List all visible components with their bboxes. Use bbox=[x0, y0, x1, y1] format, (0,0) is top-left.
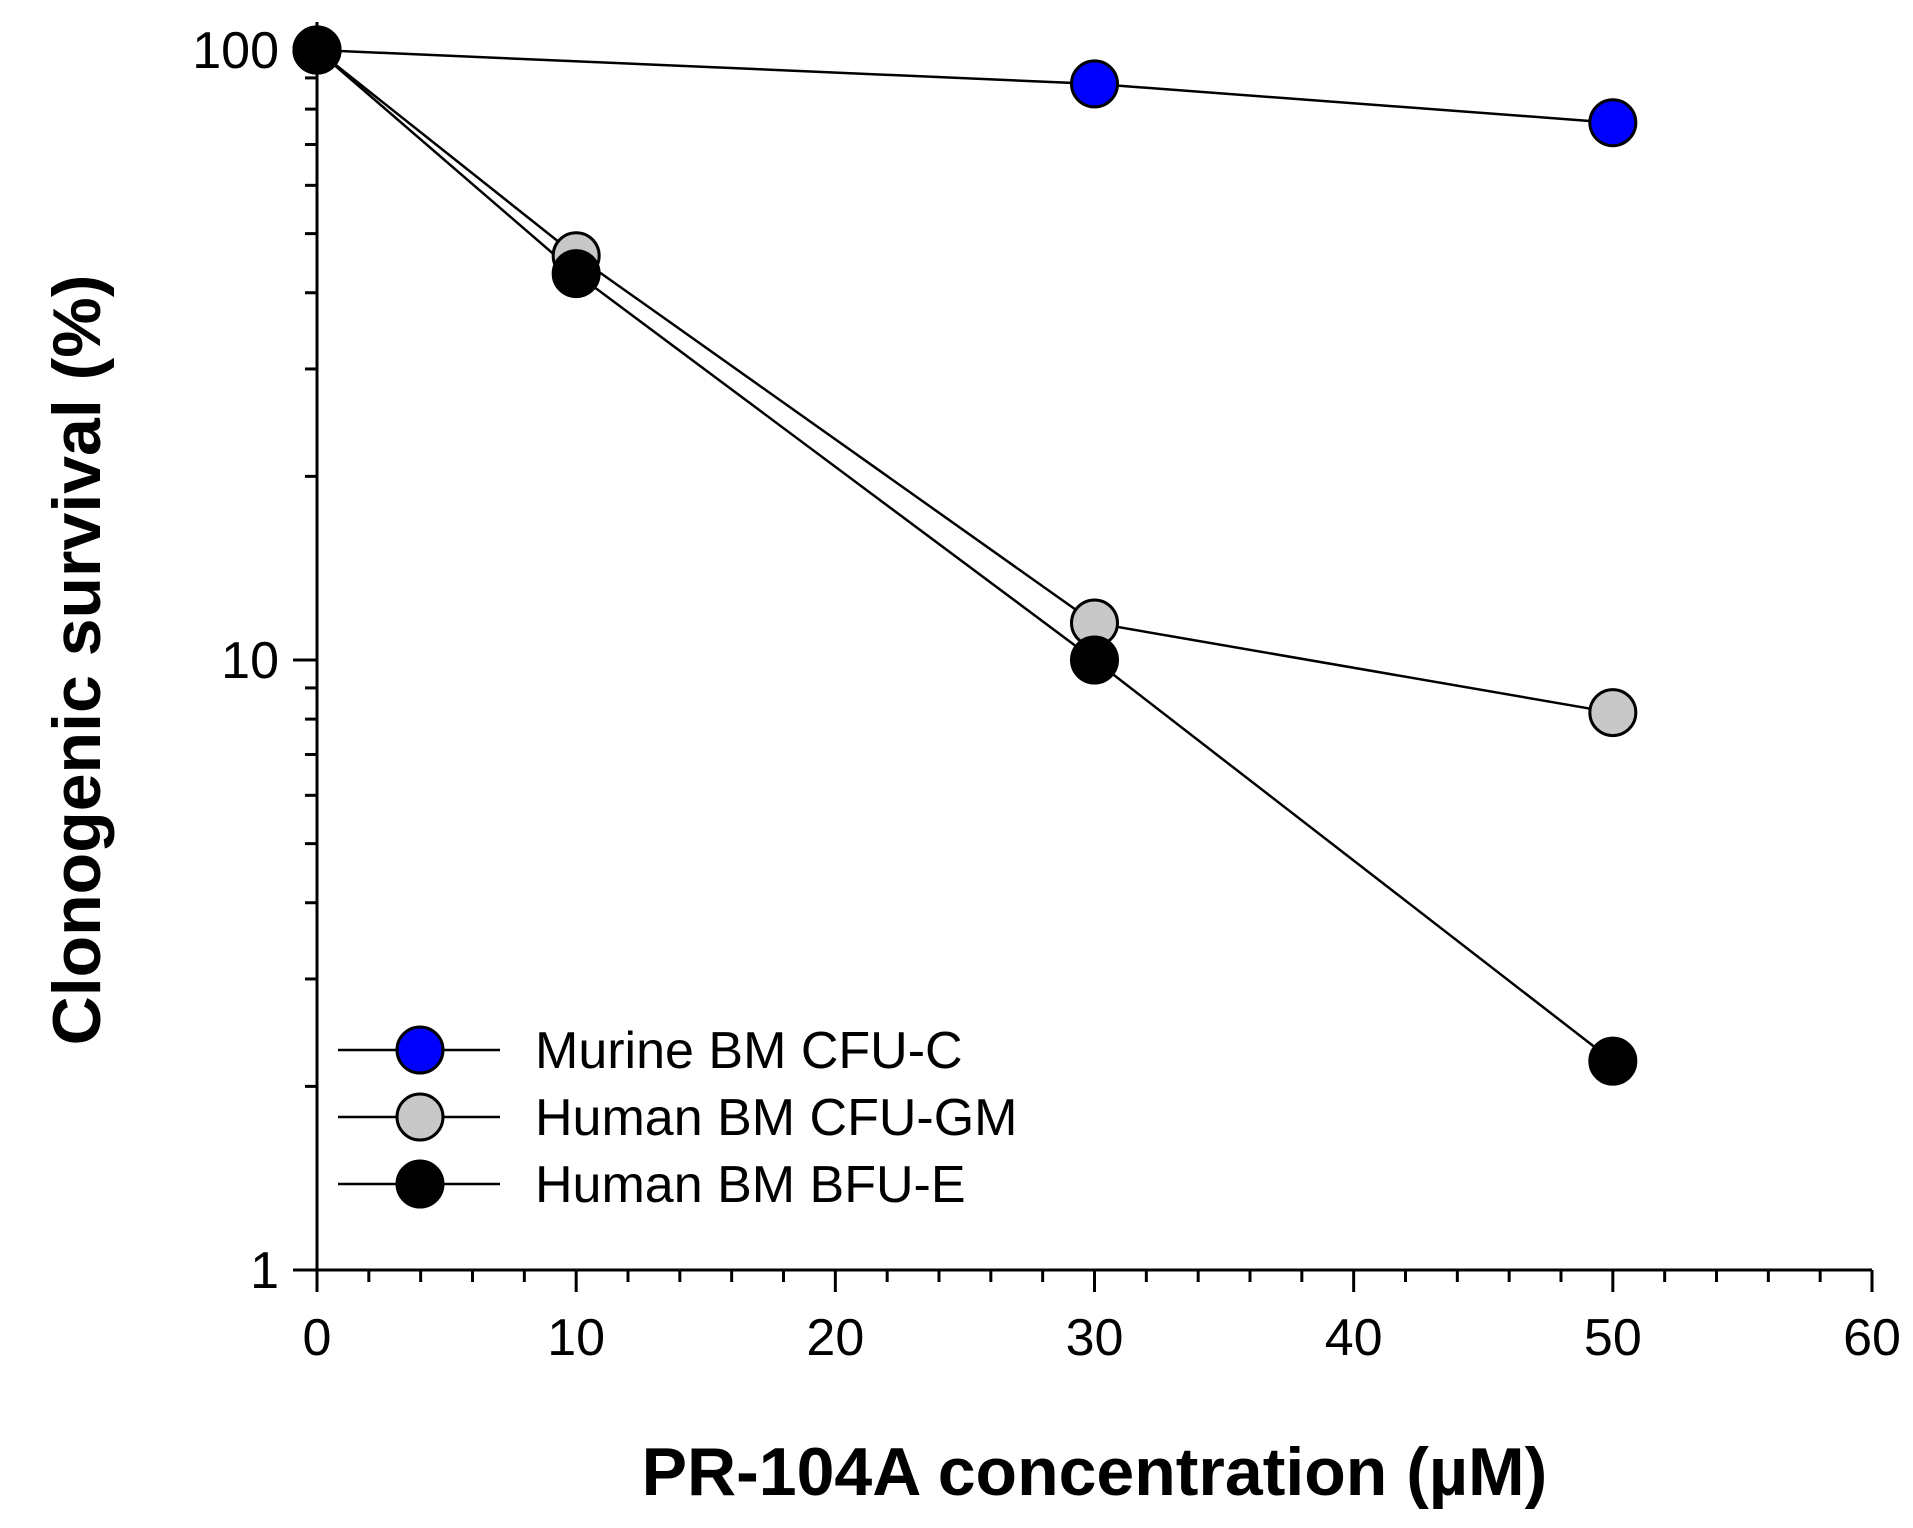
data-point bbox=[1070, 635, 1119, 685]
data-point bbox=[1588, 1036, 1638, 1086]
x-tick-label: 10 bbox=[547, 1309, 605, 1367]
legend-item: Human BM BFU-E bbox=[338, 1156, 966, 1214]
data-point bbox=[292, 25, 342, 75]
series-line bbox=[316, 48, 1613, 124]
x-axis-title: PR-104A concentration (µM) bbox=[642, 1434, 1548, 1510]
axes: 0 10 20 30 40 50 60 1 10 100 bbox=[192, 22, 1901, 1367]
x-tick-label: 60 bbox=[1843, 1309, 1901, 1367]
data-point bbox=[1588, 98, 1638, 148]
y-tick-label: 1 bbox=[250, 1242, 279, 1300]
legend-label: Human BM CFU-GM bbox=[535, 1089, 1017, 1147]
legend: Murine BM CFU-C Human BM CFU-GM Human BM B… bbox=[338, 1022, 1017, 1214]
series-1 bbox=[316, 49, 1614, 714]
x-tick-label: 20 bbox=[806, 1309, 864, 1367]
series-points-2 bbox=[292, 25, 1638, 1086]
legend-label: Murine BM CFU-C bbox=[535, 1022, 963, 1080]
legend-marker bbox=[395, 1025, 445, 1075]
legend-item: Human BM CFU-GM bbox=[338, 1089, 1017, 1147]
series-0 bbox=[316, 48, 1613, 124]
y-tick-label: 10 bbox=[221, 632, 279, 690]
series-2 bbox=[316, 49, 1614, 1063]
series-points-0 bbox=[292, 25, 1638, 148]
series-line bbox=[316, 49, 1614, 1063]
legend-marker bbox=[395, 1092, 445, 1142]
x-tick-label: 30 bbox=[1066, 1309, 1124, 1367]
legend-marker bbox=[395, 1159, 445, 1209]
x-tick-label: 50 bbox=[1584, 1309, 1642, 1367]
y-axis-title: Clonogenic survival (%) bbox=[39, 275, 115, 1046]
y-tick-label: 100 bbox=[192, 22, 279, 80]
legend-label: Human BM BFU-E bbox=[535, 1156, 966, 1214]
series-line bbox=[316, 49, 1614, 714]
x-tick-label: 40 bbox=[1325, 1309, 1383, 1367]
data-point bbox=[1588, 688, 1638, 738]
x-tick-label: 0 bbox=[303, 1309, 332, 1367]
data-point bbox=[1070, 59, 1119, 109]
y-ticks: 1 10 100 bbox=[192, 22, 317, 1300]
data-point bbox=[551, 249, 601, 299]
series-points-1 bbox=[292, 25, 1638, 738]
series-layer bbox=[292, 25, 1638, 1086]
x-ticks: 0 10 20 30 40 50 60 bbox=[303, 1270, 1901, 1367]
legend-item: Murine BM CFU-C bbox=[338, 1022, 963, 1080]
